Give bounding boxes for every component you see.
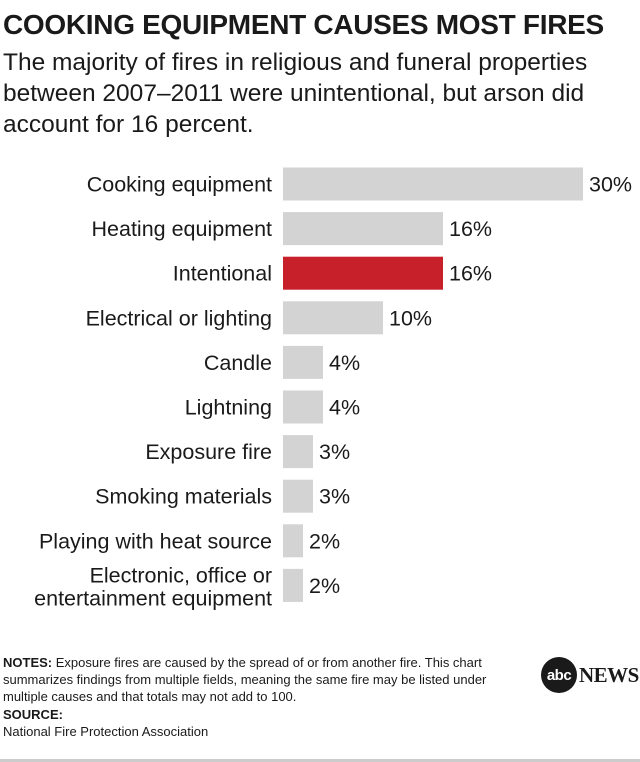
bar-chart: Cooking equipment 30% Heating equipment 16%…: [34, 167, 632, 610]
source-text: National Fire Protection Association: [3, 723, 209, 739]
news-wordmark: NEWS: [579, 662, 639, 687]
value-label: 30%: [589, 173, 632, 197]
value-label: 4%: [329, 396, 360, 420]
bar: [283, 524, 303, 558]
notes-label: NOTES:: [3, 655, 53, 670]
value-label: 4%: [329, 351, 360, 375]
category-label: Heating equipment: [92, 217, 273, 241]
category-label: Playing with heat source: [39, 529, 272, 553]
value-label: 16%: [449, 217, 492, 241]
bar: [283, 435, 313, 469]
bar: [283, 256, 443, 290]
category-label: Smoking materials: [95, 485, 272, 509]
chart-subtitle: The majority of fires in religious and f…: [3, 49, 588, 138]
value-label: 2%: [309, 574, 340, 598]
category-label: Candle: [204, 351, 272, 375]
category-label: Exposure fire: [145, 440, 272, 464]
abc-logo-mark: abc: [541, 657, 577, 693]
bar: [283, 345, 323, 379]
category-label: Lightning: [185, 396, 272, 420]
chart-footer: NOTES: Exposure fires are caused by the …: [3, 654, 528, 740]
bar: [283, 479, 313, 513]
category-label: Intentional: [173, 262, 272, 286]
abc-news-logo: abc NEWS: [541, 657, 639, 693]
bar: [283, 301, 383, 335]
category-label: Electrical or lighting: [86, 306, 272, 330]
bar: [283, 568, 303, 602]
value-label: 3%: [319, 440, 350, 464]
bar: [283, 212, 443, 246]
bar: [283, 390, 323, 424]
category-label: Electronic, office or entertainment equip…: [34, 563, 272, 610]
bar: [283, 167, 583, 201]
category-label: Cooking equipment: [87, 173, 272, 197]
value-label: 3%: [319, 485, 350, 509]
chart-title: COOKING EQUIPMENT CAUSES MOST FIRES: [3, 9, 604, 40]
notes-text: Exposure fires are caused by the spread …: [3, 655, 487, 705]
value-label: 10%: [389, 306, 432, 330]
value-label: 16%: [449, 262, 492, 286]
value-label: 2%: [309, 529, 340, 553]
source-label: SOURCE:: [3, 706, 63, 722]
bottom-divider: [0, 759, 640, 762]
